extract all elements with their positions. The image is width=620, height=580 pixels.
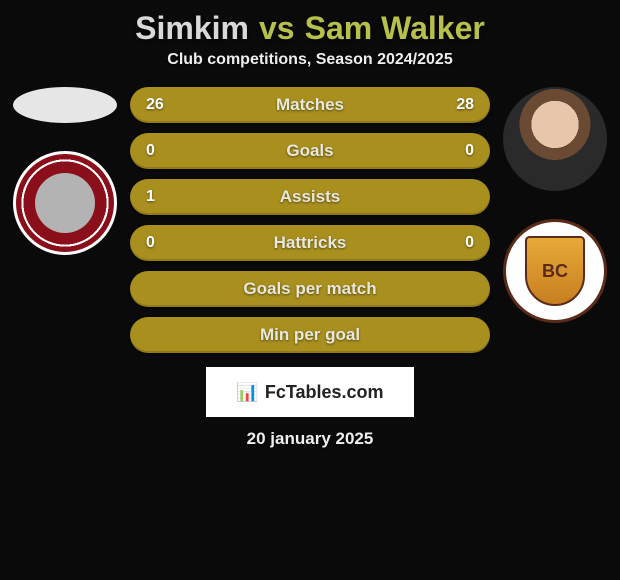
player1-name: Simkim bbox=[135, 10, 249, 47]
stat-right-value: 0 bbox=[446, 234, 474, 252]
player2-name: Sam Walker bbox=[305, 10, 485, 47]
brand-box: 📊 FcTables.com bbox=[206, 367, 414, 417]
stat-row-goals-per-match: Goals per match bbox=[130, 271, 490, 307]
left-column bbox=[10, 87, 120, 255]
stat-left-value: 26 bbox=[146, 96, 174, 114]
stat-row-matches: 26 Matches 28 bbox=[130, 87, 490, 123]
player1-avatar bbox=[13, 87, 117, 123]
right-column: BC bbox=[500, 87, 610, 323]
stat-row-goals: 0 Goals 0 bbox=[130, 133, 490, 169]
card-title: Simkim vs Sam Walker bbox=[135, 10, 485, 47]
stat-label: Matches bbox=[276, 95, 344, 115]
stat-right-value: 0 bbox=[446, 142, 474, 160]
stat-row-assists: 1 Assists bbox=[130, 179, 490, 215]
main-row: 26 Matches 28 0 Goals 0 1 Assists 0 Hatt… bbox=[0, 87, 620, 353]
stat-right-value: 28 bbox=[446, 96, 474, 114]
stats-bars: 26 Matches 28 0 Goals 0 1 Assists 0 Hatt… bbox=[130, 87, 490, 353]
bradford-shield: BC bbox=[525, 236, 585, 306]
stat-label: Hattricks bbox=[274, 233, 347, 253]
stat-left-value: 1 bbox=[146, 188, 174, 206]
player2-club-badge: BC bbox=[503, 219, 607, 323]
card-date: 20 january 2025 bbox=[247, 429, 374, 449]
card-subtitle: Club competitions, Season 2024/2025 bbox=[167, 51, 452, 69]
stat-row-hattricks: 0 Hattricks 0 bbox=[130, 225, 490, 261]
stat-row-min-per-goal: Min per goal bbox=[130, 317, 490, 353]
stat-left-value: 0 bbox=[146, 142, 174, 160]
brand-icon: 📊 bbox=[236, 382, 258, 403]
stat-label: Goals bbox=[286, 141, 333, 161]
stat-left-value: 0 bbox=[146, 234, 174, 252]
player2-avatar bbox=[503, 87, 607, 191]
walsall-badge-inner bbox=[35, 173, 95, 233]
comparison-card: Simkim vs Sam Walker Club competitions, … bbox=[0, 0, 620, 449]
stat-label: Goals per match bbox=[243, 279, 376, 299]
brand-text: FcTables.com bbox=[265, 382, 384, 403]
vs-label: vs bbox=[259, 10, 295, 47]
player1-club-badge bbox=[13, 151, 117, 255]
stat-label: Assists bbox=[280, 187, 340, 207]
stat-label: Min per goal bbox=[260, 325, 360, 345]
